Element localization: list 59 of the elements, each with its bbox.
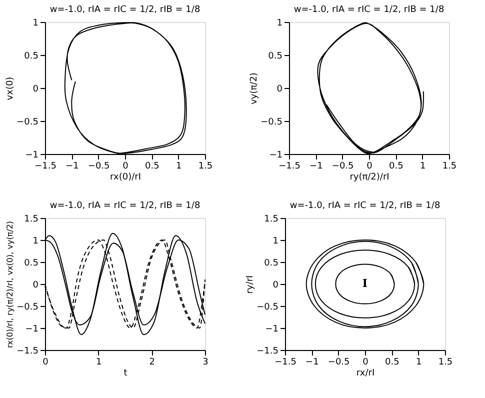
x-tick-label: 1 — [96, 358, 102, 368]
y-tick-label: −0.5 — [260, 118, 282, 128]
x-axis-title: ry(π/2)/rI — [350, 172, 390, 182]
y-tick-label: 1 — [32, 18, 38, 28]
y-tick-label: 0 — [272, 280, 279, 290]
y-tick-label: 0.5 — [24, 258, 38, 268]
x-tick-label: −0.5 — [332, 162, 354, 172]
x-tick-label: 3 — [202, 358, 208, 368]
y-tick-label: 0.5 — [24, 52, 38, 62]
x-tick-label: 1.5 — [442, 162, 457, 172]
y-tick-label: 0.5 — [264, 258, 278, 268]
x-tick-label: 1 — [416, 358, 422, 368]
x-tick-label: 0.5 — [389, 162, 404, 172]
x-tick-label: 1.5 — [198, 162, 213, 172]
y-axis-title: ry/rI — [246, 275, 256, 294]
y-tick-label: 0 — [32, 280, 39, 290]
x-tick-label: 0 — [42, 358, 49, 368]
y-tick-label: 0.5 — [268, 52, 282, 62]
x-tick-label: 0 — [362, 358, 369, 368]
x-tick-label: 1 — [176, 162, 182, 172]
chart-title: w=-1.0, rIA = rIC = 1/2, rIB = 1/8 — [294, 5, 444, 15]
x-tick-label: 0 — [122, 162, 129, 172]
y-tick-label: 1 — [276, 18, 282, 28]
y-tick-label: 1 — [32, 236, 38, 246]
x-tick-label: −0.5 — [88, 162, 110, 172]
y-tick-label: −1 — [25, 150, 38, 160]
y-axis-title: rx(0)/rI, ry(π/2)/rI, vx(0), vy(π/2) — [6, 220, 15, 348]
y-tick-label: 0 — [32, 84, 39, 94]
x-tick-label: 0 — [366, 162, 373, 172]
y-tick-label: 1.5 — [264, 214, 278, 224]
y-tick-label: −1 — [269, 150, 282, 160]
y-tick-label: −0.5 — [16, 118, 38, 128]
y-tick-label: −1 — [25, 324, 38, 334]
x-tick-label: 2 — [149, 358, 156, 368]
x-tick-label: 0.5 — [145, 162, 160, 172]
annotation: I — [362, 277, 368, 290]
x-tick-label: 1.5 — [438, 358, 453, 368]
y-tick-label: 1 — [272, 236, 278, 246]
y-tick-label: −1 — [265, 324, 278, 334]
y-tick-label: −1.5 — [16, 346, 38, 356]
y-tick-label: −1.5 — [256, 346, 278, 356]
x-tick-label: −1 — [306, 358, 319, 368]
y-tick-label: 1.5 — [24, 214, 38, 224]
y-axis-title: vx(0) — [6, 76, 16, 100]
y-tick-label: −0.5 — [16, 302, 38, 312]
y-axis-title: vy(π/2) — [250, 72, 260, 104]
x-axis-title: rx/rI — [356, 368, 375, 378]
x-axis-title: rx(0)/rI — [110, 172, 141, 182]
x-tick-label: 0.5 — [385, 358, 400, 368]
chart-title: w=-1.0, rIA = rIC = 1/2, rIB = 1/8 — [50, 5, 200, 15]
x-tick-label: −1 — [310, 162, 323, 172]
x-tick-label: −1 — [66, 162, 79, 172]
chart-title: w=-1.0, rIA = rIC = 1/2, rIB = 1/8 — [50, 201, 200, 211]
y-tick-label: −0.5 — [256, 302, 278, 312]
x-tick-label: 1 — [420, 162, 426, 172]
chart-title: w=-1.0, rIA = rIC = 1/2, rIB = 1/8 — [290, 201, 440, 211]
x-tick-label: −0.5 — [328, 358, 350, 368]
y-tick-label: 0 — [276, 84, 283, 94]
x-axis-title: t — [124, 368, 128, 378]
